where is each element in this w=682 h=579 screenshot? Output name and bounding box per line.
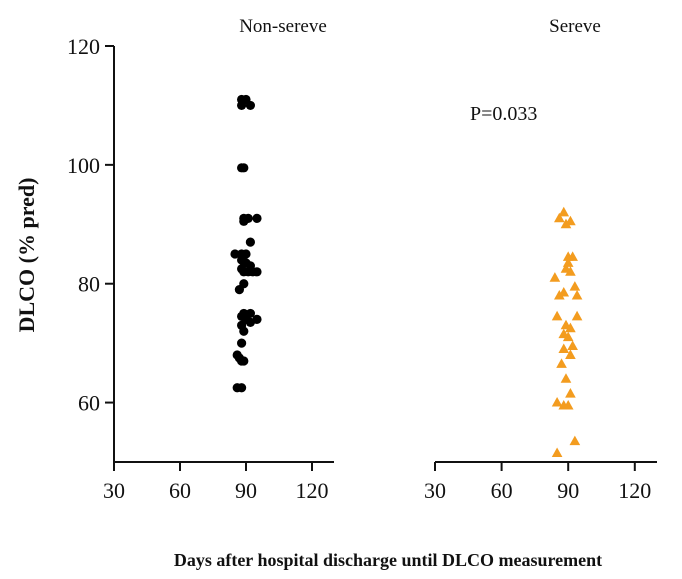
x-tick-label: 90 <box>235 478 257 503</box>
data-point <box>565 388 576 398</box>
x-axis-title: Days after hospital discharge until DLCO… <box>174 550 602 570</box>
data-point <box>567 251 578 261</box>
x-tick-label: 30 <box>103 478 125 503</box>
data-point <box>237 383 247 393</box>
data-point <box>556 358 567 368</box>
panel-title: Sereve <box>549 16 601 37</box>
panel-2: Sereve 30 60 90 120 <box>424 16 657 503</box>
y-tick-label: 80 <box>78 272 100 297</box>
data-point <box>549 272 561 282</box>
x-tick-label: 60 <box>169 478 191 503</box>
data-point <box>554 290 565 300</box>
data-point <box>569 281 581 291</box>
data-point <box>551 396 563 407</box>
data-point <box>237 100 247 111</box>
data-point <box>239 163 249 173</box>
panel-title: Non-sereve <box>239 16 327 37</box>
data-point <box>558 343 570 354</box>
data-point <box>237 338 247 348</box>
data-point <box>560 373 572 383</box>
data-point <box>569 435 581 446</box>
y-tick-label: 60 <box>78 391 100 416</box>
data-point <box>565 349 576 359</box>
data-point <box>560 218 572 229</box>
data-point <box>551 447 563 458</box>
x-tick-label: 120 <box>618 478 651 503</box>
data-point <box>239 356 249 366</box>
data-point <box>562 399 574 410</box>
panels-layer: Non-sereve 60 80 100 120 30 60 90 120 Sereve 30 60 9… <box>67 16 657 503</box>
data-point <box>230 249 240 259</box>
p-value-annotation: P=0.033 <box>470 103 537 125</box>
y-tick-label: 120 <box>67 34 100 59</box>
y-axis-title: DLCO (% pred) <box>14 178 39 333</box>
data-point <box>567 340 578 351</box>
data-point <box>252 213 262 223</box>
data-point <box>554 212 565 223</box>
data-point <box>565 266 576 276</box>
data-point <box>239 326 249 336</box>
data-point <box>565 322 576 333</box>
y-tick-label: 100 <box>67 153 100 178</box>
data-point <box>571 290 583 300</box>
x-tick-label: 60 <box>491 478 513 503</box>
data-point <box>245 100 255 111</box>
data-point <box>562 331 574 342</box>
data-point <box>551 310 563 321</box>
x-tick-label: 120 <box>296 478 329 503</box>
data-point <box>558 206 570 217</box>
data-point <box>571 310 583 321</box>
data-point <box>239 216 249 226</box>
panel-1: Non-sereve 60 80 100 120 30 60 90 120 <box>67 16 334 503</box>
x-tick-label: 90 <box>557 478 579 503</box>
x-tick-label: 30 <box>424 478 446 503</box>
data-point <box>234 285 244 295</box>
data-point <box>252 267 262 277</box>
data-point <box>245 317 255 327</box>
data-point <box>245 237 255 247</box>
